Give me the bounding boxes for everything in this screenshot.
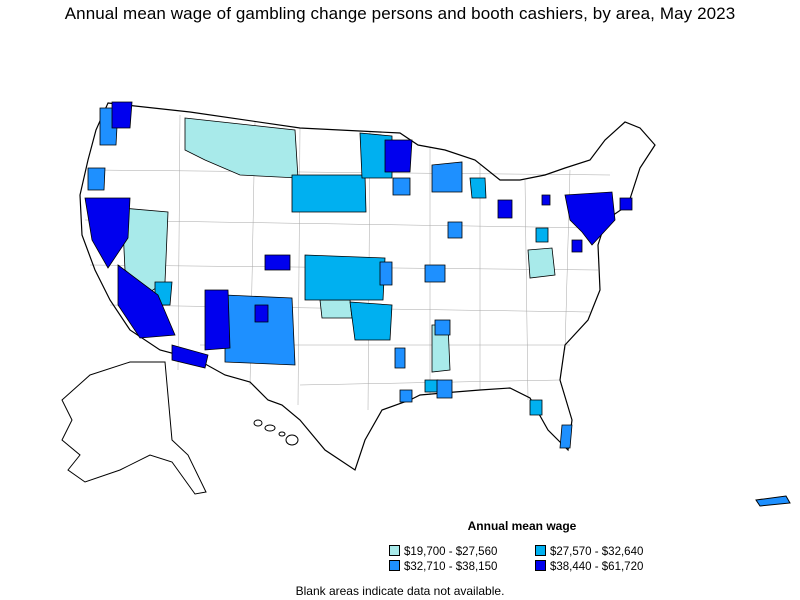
legend-label-4: $38,440 - $61,720 [550, 561, 644, 573]
area-wage-1 [121, 117, 556, 373]
legend-item-1: $19,700 - $27,560 [389, 545, 497, 559]
legend-label-2: $27,570 - $32,640 [550, 546, 644, 558]
legend-swatch-2 [535, 545, 546, 556]
area-wage-4 [84, 101, 633, 369]
legend-label-1: $19,700 - $27,560 [404, 546, 498, 558]
area-wage-3 [87, 107, 573, 449]
legend-item-4: $38,440 - $61,720 [535, 560, 643, 574]
legend-item-2: $27,570 - $32,640 [535, 545, 643, 559]
legend-swatch-4 [535, 560, 546, 571]
legend-title: Annual mean wage [467, 519, 577, 533]
legend-swatch-1 [389, 545, 400, 556]
legend-swatch-3 [389, 560, 400, 571]
blank-areas-note: Blank areas indicate data not available. [295, 584, 505, 598]
hawaii-islands [253, 419, 299, 446]
area-wage-2 [154, 132, 549, 416]
legend-label-3: $32,710 - $38,150 [404, 561, 498, 573]
alaska-outline [61, 361, 207, 495]
map-title: Annual mean wage of gambling change pers… [64, 4, 736, 23]
legend-item-3: $32,710 - $38,150 [389, 560, 497, 574]
puerto-rico-outline [755, 495, 791, 507]
